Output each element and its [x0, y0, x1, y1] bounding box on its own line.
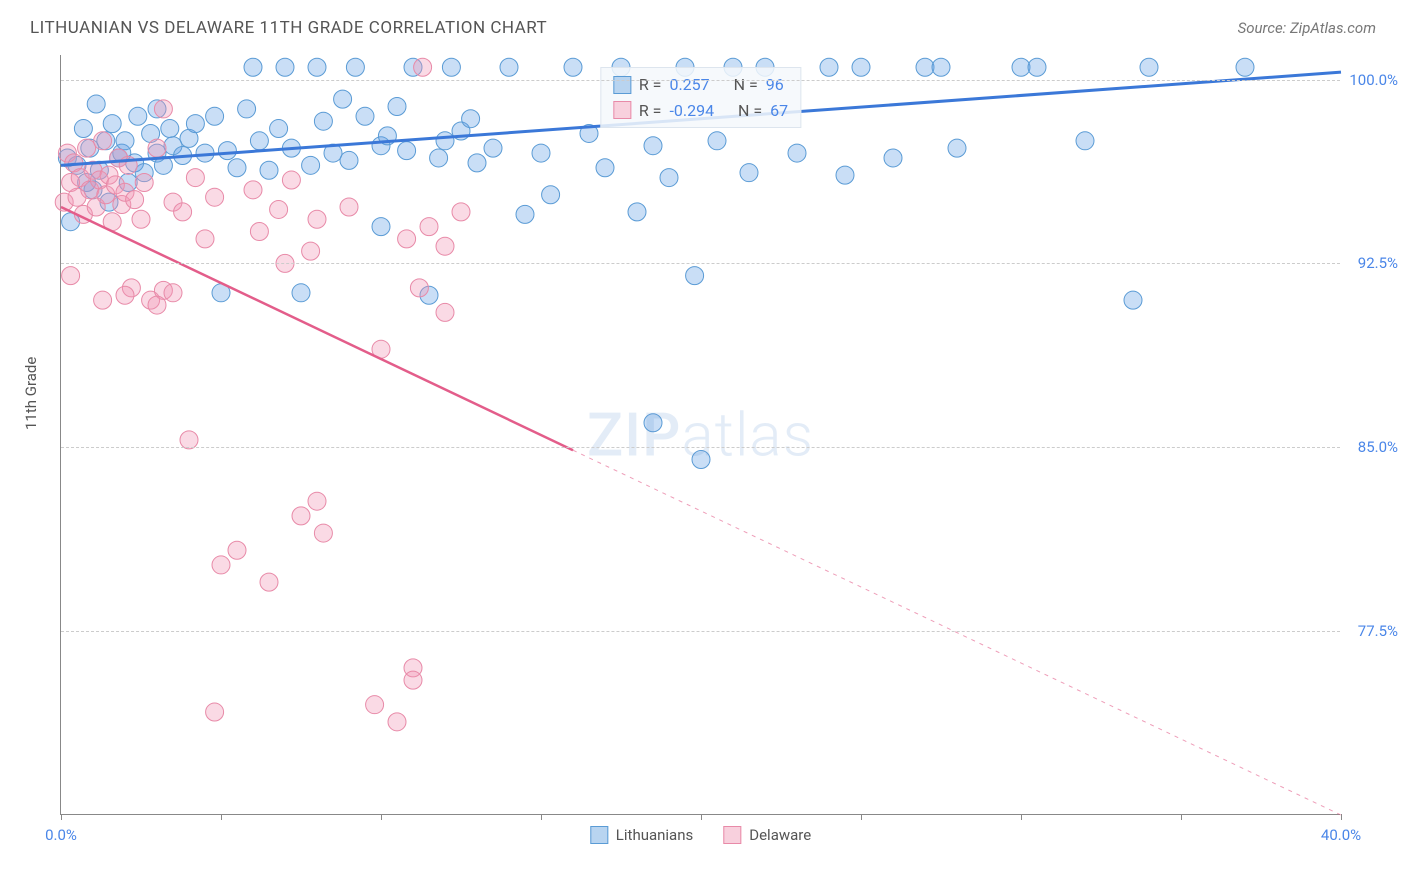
legend-row-lithuanians: R = 0.257 N = 96 — [613, 72, 788, 98]
r-value: 0.257 — [669, 72, 709, 98]
legend-item-lithuanians: Lithuanians — [590, 826, 693, 844]
y-tick-label: 85.0% — [1358, 438, 1398, 456]
y-tick-label: 100.0% — [1349, 71, 1398, 89]
r-value: -0.294 — [669, 98, 714, 124]
swatch-icon — [613, 101, 631, 119]
legend-label: Delaware — [749, 826, 811, 844]
chart-plot-area: ZIPatlas R = 0.257 N = 96 R = -0.294 N =… — [60, 55, 1340, 815]
scatter-plot-svg — [61, 55, 1340, 814]
series-legend: Lithuanians Delaware — [590, 826, 811, 844]
y-axis-label: 11th Grade — [22, 357, 40, 430]
y-tick-label: 92.5% — [1358, 254, 1398, 272]
correlation-legend: R = 0.257 N = 96 R = -0.294 N = 67 — [600, 67, 801, 128]
swatch-icon — [723, 826, 741, 844]
x-axis-min: 0.0% — [45, 826, 77, 844]
source-attribution: Source: ZipAtlas.com — [1238, 19, 1376, 37]
x-axis-max: 40.0% — [1321, 826, 1361, 844]
n-value: 96 — [766, 72, 784, 98]
legend-label: Lithuanians — [616, 826, 693, 844]
y-tick-label: 77.5% — [1358, 622, 1398, 640]
n-value: 67 — [770, 98, 788, 124]
swatch-icon — [590, 826, 608, 844]
swatch-icon — [613, 76, 631, 94]
legend-row-delaware: R = -0.294 N = 67 — [613, 98, 788, 124]
chart-title: LITHUANIAN VS DELAWARE 11TH GRADE CORREL… — [30, 18, 547, 38]
legend-item-delaware: Delaware — [723, 826, 811, 844]
